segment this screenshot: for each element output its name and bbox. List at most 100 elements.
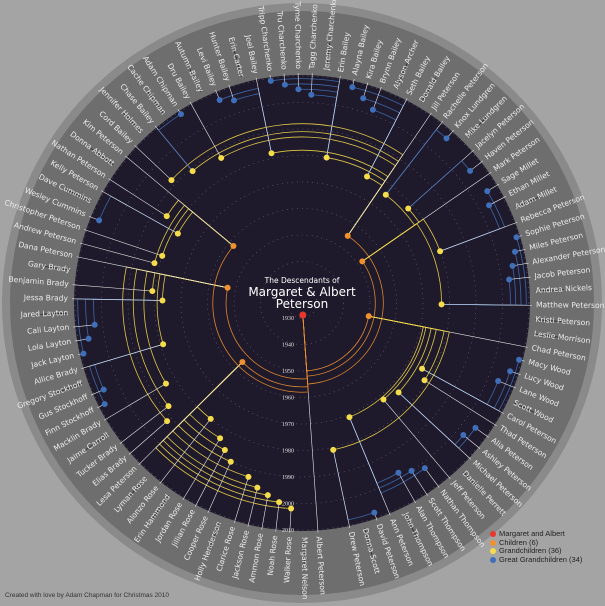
- person-label[interactable]: Tagg Charchenko: [307, 4, 319, 71]
- person-dot[interactable]: [85, 335, 92, 342]
- person-label[interactable]: Margaret Nelson: [300, 537, 310, 600]
- spouse-tick: [463, 471, 484, 493]
- person-dot[interactable]: [371, 509, 378, 516]
- person-dot[interactable]: [395, 469, 402, 476]
- person-dot[interactable]: [330, 446, 337, 453]
- person-dot[interactable]: [509, 262, 516, 269]
- person-dot[interactable]: [346, 414, 353, 421]
- person-dot[interactable]: [163, 213, 170, 220]
- person-dot[interactable]: [151, 260, 158, 267]
- spouse-tick: [421, 77, 437, 103]
- person-dot[interactable]: [177, 111, 184, 118]
- person-dot[interactable]: [365, 313, 372, 320]
- person-label[interactable]: Albert Peterson: [314, 536, 327, 595]
- person-dot[interactable]: [349, 84, 356, 91]
- person-dot[interactable]: [405, 205, 412, 212]
- person-label[interactable]: Walker Rose: [282, 536, 293, 583]
- person-dot[interactable]: [245, 473, 252, 480]
- person-dot[interactable]: [160, 341, 167, 348]
- person-dot[interactable]: [495, 377, 502, 384]
- label-leader-line: [125, 155, 234, 247]
- person-dot[interactable]: [513, 234, 520, 241]
- label-leader-line: [73, 324, 95, 328]
- person-label[interactable]: Jared Layton: [19, 308, 68, 319]
- person-dot[interactable]: [230, 97, 237, 104]
- person-label[interactable]: Andrea Nickels: [535, 283, 592, 295]
- person-dot[interactable]: [227, 458, 234, 465]
- person-dot[interactable]: [438, 301, 445, 308]
- person-label[interactable]: Tyme Charchenko: [293, 1, 303, 70]
- label-leader-line: [83, 229, 163, 257]
- person-dot[interactable]: [224, 284, 231, 291]
- year-ring: [101, 102, 503, 504]
- spouse-tick: [85, 434, 109, 451]
- person-dot[interactable]: [408, 467, 415, 474]
- person-dot[interactable]: [159, 252, 166, 259]
- person-label[interactable]: Matthew Peterson: [536, 300, 605, 310]
- person-dot[interactable]: [516, 356, 523, 363]
- person-dot[interactable]: [254, 484, 261, 491]
- person-label[interactable]: Kristi Peterson: [535, 315, 591, 328]
- person-dot[interactable]: [443, 135, 450, 142]
- person-dot[interactable]: [437, 248, 444, 255]
- person-dot[interactable]: [149, 288, 156, 295]
- person-dot[interactable]: [467, 167, 474, 174]
- person-dot[interactable]: [217, 435, 224, 442]
- person-dot[interactable]: [382, 191, 389, 198]
- person-dot[interactable]: [486, 202, 493, 209]
- parent-link: [362, 223, 442, 305]
- person-dot[interactable]: [218, 154, 225, 161]
- person-dot[interactable]: [419, 365, 426, 372]
- person-dot[interactable]: [299, 311, 307, 319]
- person-dot[interactable]: [380, 396, 387, 403]
- person-dot[interactable]: [369, 106, 376, 113]
- person-label[interactable]: Jessa Brady: [23, 293, 69, 303]
- person-dot[interactable]: [189, 168, 196, 175]
- person-dot[interactable]: [96, 217, 103, 224]
- person-dot[interactable]: [507, 368, 514, 375]
- person-dot[interactable]: [363, 173, 370, 180]
- person-dot[interactable]: [168, 177, 175, 184]
- year-label: 1940: [282, 343, 294, 349]
- person-dot[interactable]: [395, 389, 402, 396]
- person-dot[interactable]: [264, 492, 271, 499]
- person-dot[interactable]: [230, 242, 237, 249]
- person-dot[interactable]: [460, 431, 467, 438]
- person-dot[interactable]: [267, 77, 274, 84]
- label-leader-line: [189, 101, 222, 159]
- person-dot[interactable]: [268, 150, 275, 157]
- person-dot[interactable]: [164, 418, 171, 425]
- person-dot[interactable]: [80, 350, 87, 357]
- person-dot[interactable]: [276, 499, 283, 506]
- person-dot[interactable]: [207, 415, 214, 422]
- person-dot[interactable]: [472, 424, 479, 431]
- year-label: 2010: [282, 528, 294, 534]
- person-dot[interactable]: [344, 232, 351, 239]
- person-dot[interactable]: [281, 81, 288, 88]
- person-dot[interactable]: [288, 505, 295, 512]
- person-dot[interactable]: [239, 359, 246, 366]
- legend-item-great-grandchildren: Great Grandchildren (34): [490, 555, 582, 565]
- person-dot[interactable]: [295, 86, 302, 93]
- person-dot[interactable]: [484, 188, 491, 195]
- person-dot[interactable]: [308, 91, 315, 98]
- person-dot[interactable]: [359, 258, 366, 265]
- person-dot[interactable]: [101, 401, 108, 408]
- person-dot[interactable]: [511, 248, 518, 255]
- person-dot[interactable]: [91, 321, 98, 328]
- person-dot[interactable]: [506, 276, 513, 283]
- person-dot[interactable]: [162, 380, 169, 387]
- person-dot[interactable]: [323, 154, 330, 161]
- person-dot[interactable]: [100, 386, 107, 393]
- person-dot[interactable]: [174, 230, 181, 237]
- person-dot[interactable]: [221, 447, 228, 454]
- person-dot[interactable]: [421, 377, 428, 384]
- parent-link: [212, 245, 309, 393]
- person-label[interactable]: Cali Layton: [27, 322, 70, 335]
- label-leader-line: [261, 495, 269, 530]
- person-dot[interactable]: [216, 97, 223, 104]
- person-dot[interactable]: [165, 403, 172, 410]
- person-dot[interactable]: [360, 95, 367, 102]
- person-dot[interactable]: [421, 465, 428, 472]
- person-dot[interactable]: [159, 297, 166, 304]
